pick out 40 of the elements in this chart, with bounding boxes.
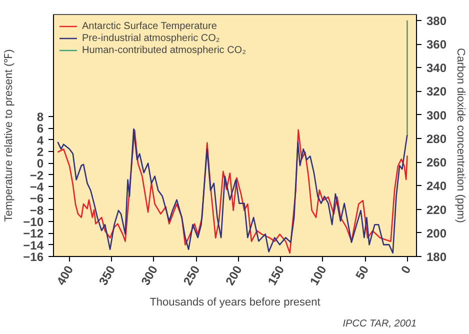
y2-tick-label: 380 (426, 14, 447, 28)
y2-tick-label: 360 (426, 38, 447, 52)
y2-axis-title: Carbon dioxide concentration (ppm) (454, 48, 467, 223)
x-tick-label: 150 (264, 262, 288, 288)
y-tick-label: −6 (30, 192, 44, 206)
legend-label: Antarctic Surface Temperature (82, 20, 217, 32)
y2-tick-label: 340 (426, 61, 447, 76)
x-axis-title: Thousands of years before present (150, 296, 320, 308)
x-tick-label: 350 (96, 262, 118, 288)
y-tick-label: 6 (36, 122, 44, 136)
x-tick-label: 100 (307, 262, 330, 288)
y2-tick-label: 280 (426, 132, 447, 146)
y2-tick-label: 180 (426, 250, 447, 264)
y-tick-label: −12 (23, 226, 44, 241)
y-tick-label: 4 (36, 133, 44, 148)
y-tick-label: −16 (23, 250, 44, 264)
y-tick-label: −14 (23, 238, 44, 252)
x-tick-label: 0 (398, 262, 414, 276)
y2-tick-label: 260 (426, 156, 447, 170)
y2-tick-label: 220 (426, 202, 447, 217)
x-tick-label: 50 (352, 262, 372, 282)
y-tick-label: 8 (36, 110, 44, 124)
y-tick-label: 2 (36, 145, 44, 160)
legend-label: Pre-industrial atmospheric CO₂ (82, 32, 220, 44)
x-tick-label: 250 (180, 262, 203, 288)
y-tick-label: −4 (30, 180, 44, 194)
x-tick-label: 200 (222, 262, 246, 288)
y2-tick-label: 320 (426, 84, 447, 99)
legend-label: Human-contributed atmospheric CO₂ (82, 44, 246, 56)
y2-tick-label: 240 (426, 179, 447, 194)
x-tick-label: 400 (54, 262, 76, 288)
y-axis-title: Temperature relative to present (℉) (3, 49, 16, 222)
x-tick-label: 300 (138, 262, 161, 288)
y2-tick-label: 300 (426, 108, 447, 122)
y-tick-label: −8 (30, 203, 44, 218)
y-tick-label: −2 (30, 168, 44, 182)
y2-tick-label: 200 (426, 226, 447, 240)
y-tick-label: 0 (36, 156, 44, 171)
y-tick-label: −10 (23, 215, 44, 230)
text: IPCC TAR, 2001 (342, 318, 417, 330)
